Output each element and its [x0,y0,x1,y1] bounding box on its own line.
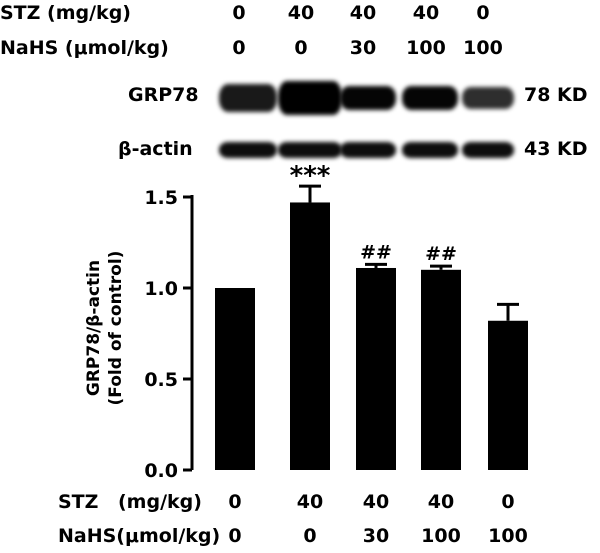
blot-band-grp78 [402,86,458,110]
grp78-kd-label: 78 KD [524,84,588,106]
blot-band-grp78 [278,81,342,115]
bottom-stz-value: 40 [296,491,324,513]
top-nahs-value: 0 [232,37,246,59]
bar [356,267,396,470]
blot-band-actin [402,142,458,158]
blot-band-actin [462,142,514,158]
blot-band-actin [278,142,342,158]
bottom-nahs-value: 100 [488,525,528,547]
bottom-stz-value: 40 [427,491,455,513]
stz-footer-unit: (mg/kg) [118,491,202,513]
bar [215,288,255,470]
western-blot [219,81,514,158]
actin-row-label: β-actin [118,138,193,160]
blot-band-grp78 [340,86,396,110]
nahs-header-label: NaHS (μmol/kg) [0,37,169,59]
stz-header-label: STZ (mg/kg) [0,2,131,24]
bottom-nahs-value: 0 [303,525,317,547]
y-tick-label: 1.0 [144,278,178,300]
bar [290,202,330,470]
y-tick-label: 0.0 [144,460,178,482]
blot-band-actin [219,142,277,158]
bottom-stz-value: 0 [501,491,515,513]
bottom-nahs-value: 100 [421,525,461,547]
y-tick-label: 0.5 [144,369,178,391]
y-axis-label: GRP78/β-actin (Fold of control) [83,223,127,433]
top-stz-value: 40 [287,2,315,24]
grp78-row-label: GRP78 [128,84,199,106]
blot-band-grp78 [219,84,277,112]
bar [488,320,528,470]
top-stz-value: 40 [349,2,377,24]
bar [421,269,461,470]
bottom-nahs-value: 0 [228,525,242,547]
y-tick-label: 1.5 [144,187,178,209]
bottom-nahs-value: 30 [362,525,390,547]
bottom-stz-value: 0 [228,491,242,513]
top-stz-value: 0 [232,2,246,24]
significance-annotation: ## [425,243,457,265]
significance-annotation: ## [360,241,392,263]
bottom-stz-value: 40 [362,491,390,513]
top-nahs-value: 100 [463,37,503,59]
nahs-footer-label: NaHS(μmol/kg) [58,525,221,547]
y-axis-label-line2: (Fold of control) [106,250,126,406]
top-stz-value: 0 [476,2,490,24]
top-nahs-value: 0 [294,37,308,59]
top-nahs-value: 100 [406,37,446,59]
blot-band-actin [340,142,396,158]
significance-annotation: *** [290,161,331,191]
top-nahs-value: 30 [349,37,377,59]
stz-footer-label: STZ [58,491,99,513]
blot-band-grp78 [462,87,514,109]
actin-kd-label: 43 KD [524,138,588,160]
top-stz-value: 40 [412,2,440,24]
y-axis-label-line1: GRP78/β-actin [84,259,104,397]
